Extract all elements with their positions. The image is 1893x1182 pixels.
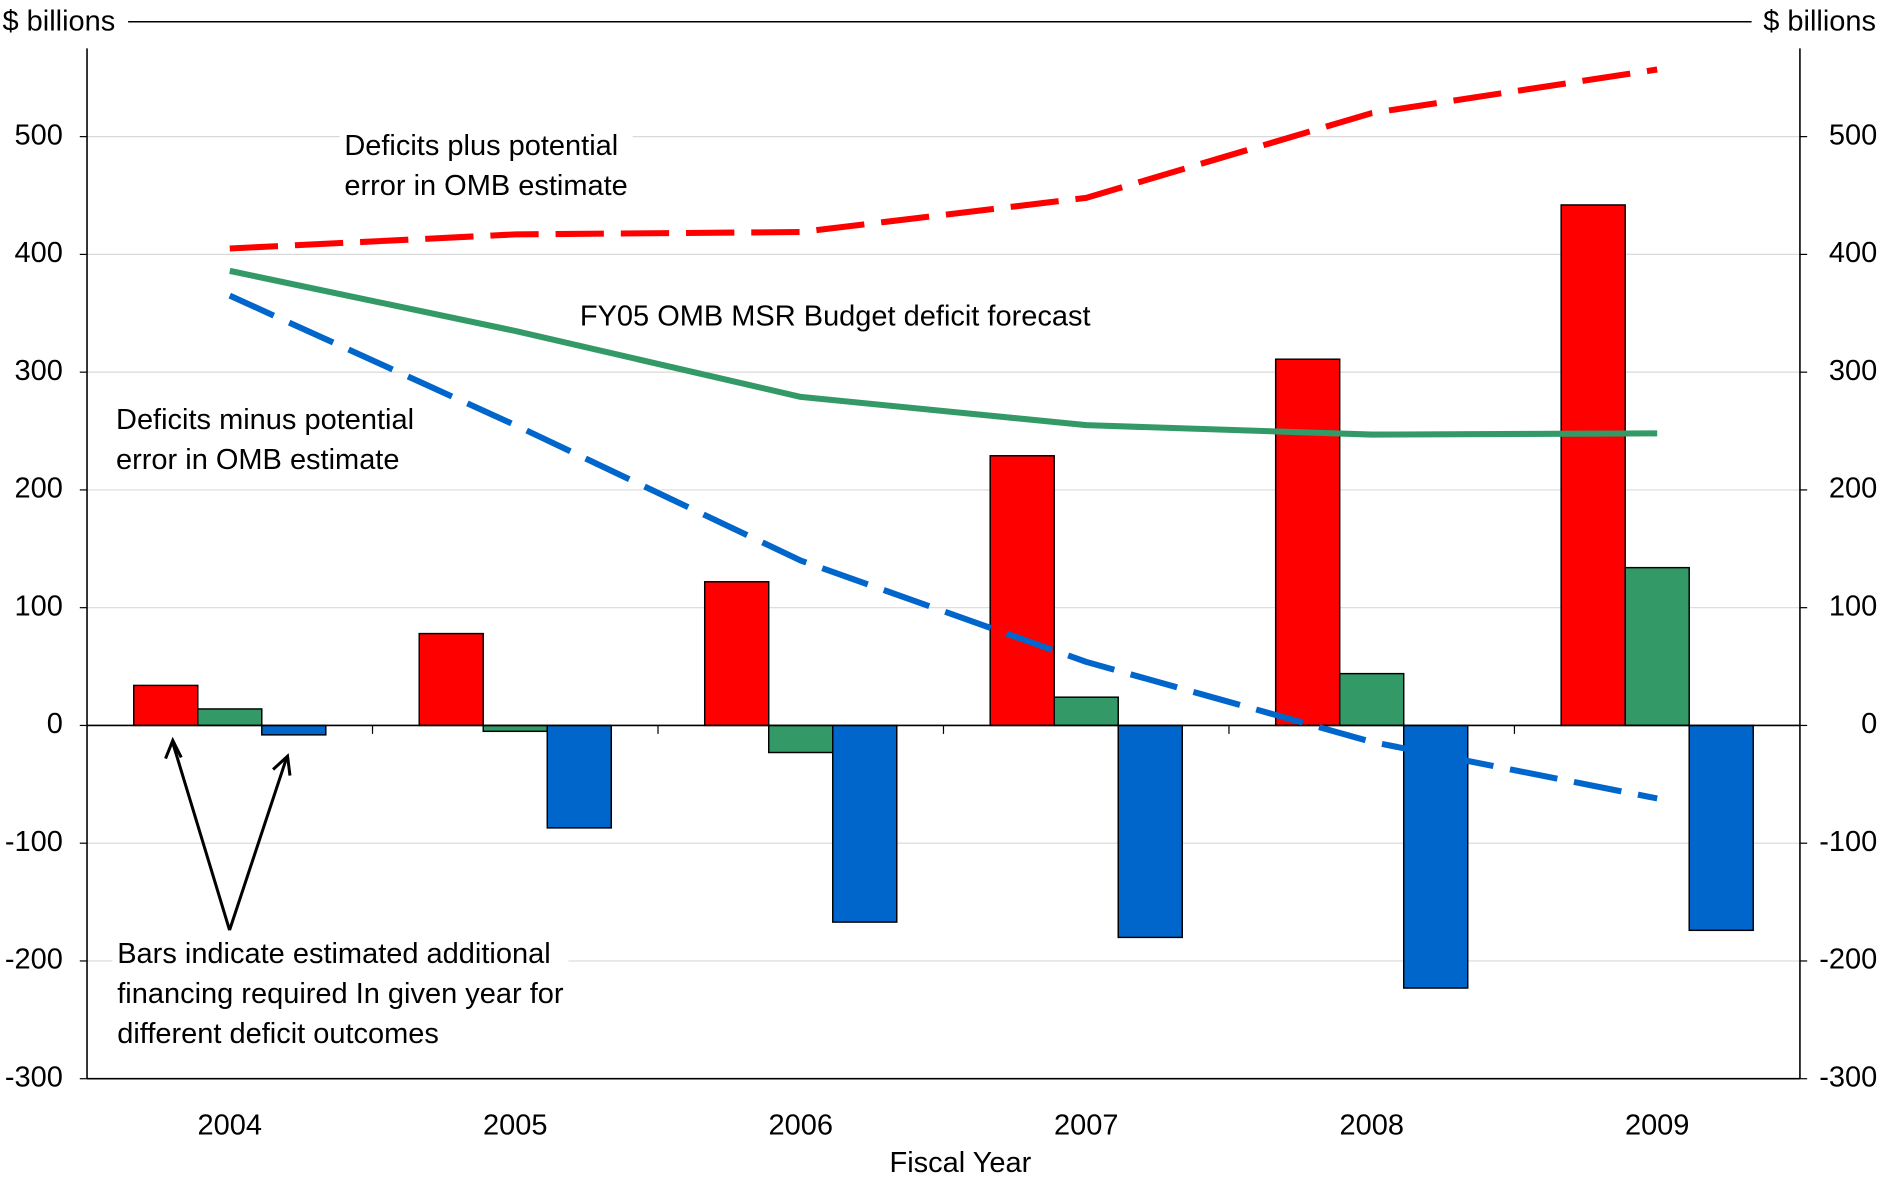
y-axis-label-right: $ billions	[1763, 6, 1876, 38]
bar	[1688, 724, 1754, 932]
x-tick-label: 2008	[1339, 1110, 1403, 1142]
annotation-text: Deficits plus potential	[344, 130, 618, 162]
annotation-text: error in OMB estimate	[116, 444, 399, 476]
line-series	[228, 292, 1658, 802]
grid-layer	[87, 136, 1800, 962]
annotation: FY05 OMB MSR Budget deficit forecast	[575, 297, 1096, 338]
annotation-text: Bars indicate estimated additional	[117, 938, 550, 970]
bar	[418, 632, 484, 727]
x-tick-label: 2007	[1054, 1110, 1118, 1142]
y2-tick-label: 100	[1829, 590, 1877, 622]
x-axis-label: Fiscal Year	[890, 1147, 1032, 1179]
annotation-bg	[112, 934, 569, 1055]
bar	[1624, 566, 1690, 727]
text-layer: $ billions $ billions Fiscal Year -300 -3…	[2, 6, 1877, 1180]
y2-tick-label: 400	[1829, 237, 1877, 269]
bar	[989, 455, 1055, 727]
annotation: Deficits minus potential error in OMB est…	[111, 401, 419, 481]
bar	[546, 724, 613, 829]
y2-tick-label: -300	[1819, 1061, 1877, 1093]
line-series	[229, 66, 1658, 252]
y-tick-label: -300	[5, 1061, 63, 1093]
annotation: Deficits plus potential error in OMB esti…	[339, 126, 633, 207]
y-tick-label: 400	[15, 237, 63, 269]
y-tick-label: -100	[5, 826, 63, 858]
annotation: Bars indicate estimated additional financ…	[112, 934, 569, 1055]
x-tick-label: 2006	[768, 1110, 832, 1142]
y-tick-label: 0	[47, 708, 63, 740]
annotation-text: FY05 OMB MSR Budget deficit forecast	[580, 300, 1091, 332]
bar	[482, 724, 548, 733]
bar	[703, 581, 770, 727]
x-tick-label: 2005	[483, 1110, 547, 1142]
arrow-shaft	[228, 758, 288, 931]
bar	[1053, 696, 1119, 727]
axis-layer	[79, 20, 1808, 1080]
annotation-text: financing required In given year for	[117, 978, 564, 1010]
y-tick-label: -200	[5, 944, 63, 976]
y-axis-label-left: $ billions	[2, 6, 115, 38]
y-tick-label: 200	[15, 473, 63, 505]
y2-tick-label: 200	[1829, 473, 1877, 505]
y-tick-label: 100	[15, 590, 63, 622]
bar	[832, 724, 898, 923]
y-tick-label: 300	[15, 355, 63, 387]
bar	[1117, 724, 1183, 939]
bar	[133, 684, 199, 727]
line-series	[229, 267, 1658, 438]
annotation-bg	[339, 126, 633, 207]
bar	[261, 724, 327, 736]
y2-tick-label: -200	[1819, 944, 1877, 976]
annotation-text: Deficits minus potential	[116, 404, 414, 436]
arrows	[164, 736, 292, 931]
annotation-bg	[111, 401, 419, 481]
x-tick-label: 2004	[198, 1110, 262, 1142]
bar	[1402, 724, 1469, 989]
y2-tick-label: -100	[1819, 826, 1877, 858]
arrow-head	[272, 753, 292, 776]
y2-tick-label: 500	[1829, 119, 1877, 151]
bar	[1338, 672, 1405, 727]
bar	[768, 724, 834, 754]
line-layer	[228, 66, 1658, 802]
bar-layer	[133, 204, 1754, 989]
bar	[197, 708, 263, 727]
annotation-bg	[575, 297, 1096, 338]
y-tick-label: 500	[15, 119, 63, 151]
arrow-shaft	[171, 742, 232, 931]
y2-tick-label: 300	[1829, 355, 1877, 387]
annotation-text: error in OMB estimate	[344, 170, 627, 202]
annotation-text: different deficit outcomes	[117, 1018, 439, 1050]
x-tick-label: 2009	[1625, 1110, 1689, 1142]
bar	[1560, 204, 1626, 727]
bar	[1274, 358, 1341, 727]
arrow-head	[164, 736, 183, 760]
y2-tick-label: 0	[1861, 708, 1877, 740]
